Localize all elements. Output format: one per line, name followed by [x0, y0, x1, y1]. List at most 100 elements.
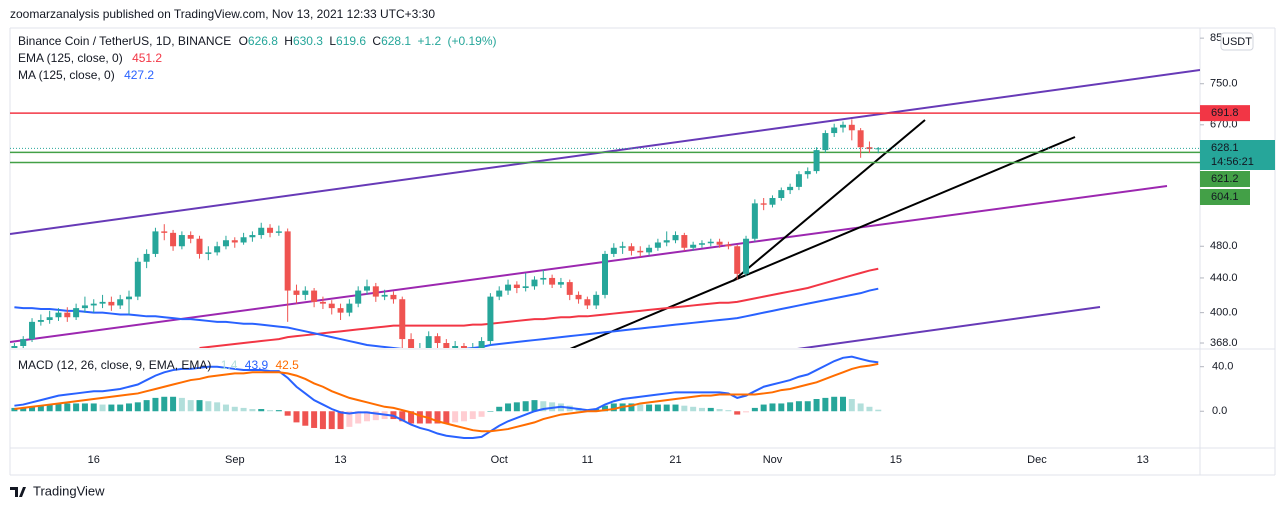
candle-body: [126, 296, 132, 300]
candle-body: [443, 343, 450, 348]
candle-body: [29, 321, 36, 340]
macd-histogram-bar: [11, 407, 18, 412]
x-tick-label: Sep: [225, 454, 245, 466]
macd-histogram-bar: [654, 404, 661, 412]
macd-histogram-bar: [487, 411, 494, 412]
macd-histogram-bar: [531, 400, 538, 412]
macd-value: 43.9: [245, 358, 269, 372]
candle-body: [602, 253, 608, 295]
macd-histogram-bar: [205, 401, 212, 412]
macd-histogram-bar: [522, 401, 529, 412]
macd-histogram-bar: [434, 411, 441, 424]
candle-body: [751, 203, 758, 239]
macd-histogram-bar: [284, 411, 291, 416]
macd-histogram-bar: [460, 411, 467, 422]
candle-body: [372, 286, 379, 297]
macd-histogram-bar: [275, 410, 282, 412]
candle-body: [328, 303, 335, 309]
currency[interactable]: USDT: [1222, 36, 1252, 48]
ma-name: MA (125, close, 0): [18, 68, 115, 82]
signal-value: 42.5: [275, 358, 299, 372]
macd-histogram-bar: [249, 409, 256, 412]
candle-body: [549, 277, 556, 285]
macd-histogram-bar: [628, 403, 635, 412]
candle-body: [478, 341, 485, 348]
ohlc-value: 619.6: [336, 34, 366, 48]
macd-histogram-bar: [117, 404, 124, 412]
candle-body: [302, 290, 309, 295]
currency-box[interactable]: [1220, 32, 1254, 51]
candle-body: [90, 303, 97, 306]
candle-body: [258, 227, 265, 236]
macd-histogram-bar: [126, 403, 132, 412]
candle-body: [470, 348, 476, 351]
level-label: 621.2: [1211, 173, 1239, 185]
macd-histogram-bar: [134, 402, 141, 412]
macd-histogram-bar: [452, 411, 459, 423]
candle-body: [707, 241, 714, 244]
candle-body: [646, 247, 653, 253]
candle-body: [804, 171, 811, 175]
y-tick-label: 750.0: [1210, 78, 1238, 90]
candle-body: [390, 294, 397, 300]
macd-histogram-bar: [408, 411, 415, 424]
macd-y-tick-label: 40.0: [1212, 361, 1233, 373]
macd-histogram-bar: [372, 411, 379, 421]
macd-histogram-bar: [690, 406, 697, 412]
macd-histogram-bar: [540, 401, 547, 412]
macd-histogram-bar: [681, 405, 688, 412]
macd-histogram-bar: [698, 407, 705, 412]
candle-body: [381, 294, 388, 297]
trend-line: [797, 306, 1101, 348]
hist-value: 1.4: [221, 358, 238, 372]
candle-body: [584, 299, 591, 306]
candle-body: [787, 186, 794, 191]
macd-histogram-bar: [90, 403, 97, 412]
macd-histogram-bar: [187, 400, 194, 412]
ohlc-letter: O: [239, 34, 248, 48]
macd-histogram-bar: [319, 411, 326, 430]
macd-histogram-bar: [222, 404, 229, 412]
ohlc-value: 626.8: [248, 34, 278, 48]
macd-histogram-bar: [346, 411, 353, 427]
macd-histogram-bar: [646, 404, 653, 412]
candle-body: [566, 282, 573, 295]
candle-body: [716, 241, 723, 245]
y-tick-label: 368.0: [1210, 337, 1238, 349]
candle-body: [364, 286, 370, 291]
candle-body: [831, 127, 838, 134]
candle-body: [769, 198, 776, 205]
x-tick-label: 11: [582, 454, 593, 466]
macd-histogram-bar: [364, 411, 370, 422]
logo: TradingView: [10, 483, 105, 498]
candle-body: [196, 238, 203, 254]
candle-body: [434, 336, 441, 344]
candle-body: [540, 277, 547, 280]
macd-histogram-bar: [866, 406, 873, 412]
level-label-box: [1200, 189, 1250, 205]
candle-body: [575, 294, 582, 300]
ema-line: [199, 267, 879, 348]
macd-histogram-bar: [81, 403, 88, 412]
ohlc-letter: C: [372, 34, 381, 48]
x-tick-label: 15: [890, 454, 902, 466]
legend-macd: MACD (12, 26, close, 9, EMA, EMA) 1.4 43…: [18, 358, 299, 372]
candle-body: [875, 148, 882, 150]
candle-body: [355, 290, 362, 304]
macd-histogram-bar: [20, 407, 27, 412]
macd-histogram-bar: [311, 411, 318, 428]
candle-body: [134, 261, 141, 297]
legend-ema: EMA (125, close, 0) 451.2: [18, 51, 162, 65]
candle-body: [743, 238, 750, 274]
candle-body: [725, 244, 732, 247]
macd-histogram-bar: [795, 401, 802, 412]
x-tick-label: 21: [669, 454, 681, 466]
candle-body: [822, 133, 829, 151]
macd-histogram-bar: [813, 399, 820, 412]
candle-body: [99, 301, 106, 304]
trend-line: [732, 119, 926, 282]
macd-histogram-bar: [46, 404, 53, 412]
macd-histogram-bar: [848, 399, 855, 412]
candle-body: [672, 235, 679, 241]
macd-histogram-bar: [787, 402, 794, 412]
